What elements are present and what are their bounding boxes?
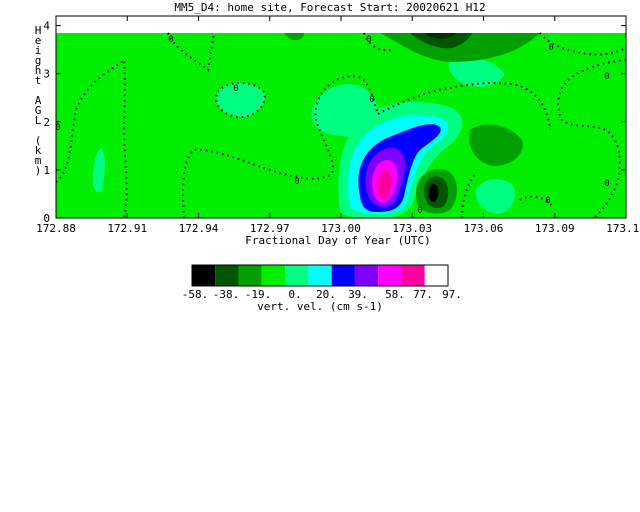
y-tick-label: 2 [43,116,50,129]
colorbar-tick-label: 58. [385,288,405,301]
zero-contours [55,32,627,219]
contour-label: 0 [233,84,238,94]
contour-label: 0 [294,177,299,187]
colorbar-swatch [378,265,402,286]
contour-label: 0 [548,43,553,53]
colorbar-swatch [354,265,379,286]
colorbar-swatch [308,265,332,286]
contour-left [55,58,128,219]
contour-right-lower [461,171,477,219]
y-tick-label: 4 [43,20,50,33]
contour-right-small [519,195,553,207]
colorbar-tick-label: 20. [316,288,336,301]
positive-velocity-regions [92,57,515,218]
contour-right [557,59,627,219]
contour-label: 0 [417,206,422,216]
shade-cyan-left [92,148,105,193]
colorbar-tick-label: 39. [348,288,368,301]
colorbar-tick-label: 77. [413,288,433,301]
colorbar-tick-label: -58. [182,288,209,301]
contour-topleft [167,32,215,72]
x-axis-label: Fractional Day of Year (UTC) [245,234,430,247]
colorbar-swatch [238,265,262,286]
colorbar-label: vert. vel. (cm s-1) [257,300,383,313]
shade-left-lobe [216,83,265,118]
shade-small-top [284,33,304,41]
y-tick-label: 1 [43,164,50,177]
colorbar-swatch [424,265,448,286]
colorbar-swatch [261,265,286,286]
colorbar-tick-label: 97. [442,288,462,301]
colorbar-frame [191,264,449,287]
x-tick-label: 173.06 [464,222,504,235]
x-tick-label: 173.03 [392,222,432,235]
plot-area: 0 0 0 0 0 0 0 0 0 0 0 [55,15,627,219]
shade-top-downdraft [380,33,540,62]
y-tick-label: 3 [43,68,50,81]
shade-right-lower [475,179,515,214]
shade-top-core-mid [410,33,472,49]
contour-label: 0 [604,72,609,82]
x-tick-label: 173.09 [535,222,575,235]
shade-low-core [428,184,439,202]
negative-velocity-regions [284,33,540,214]
chart-title: MM5_D4: home site, Forecast Start: 20020… [174,1,485,14]
contour-label: 0 [604,179,609,189]
colorbar-tick-label: -38. [213,288,240,301]
contour-labels: 0 0 0 0 0 0 0 0 0 0 0 [55,35,609,216]
contour-label: 0 [369,95,374,105]
contour-label: 0 [168,35,173,45]
contour-label: 0 [545,196,550,206]
x-tick-label: 173.00 [321,222,361,235]
x-tick-label: 173.12 [606,222,640,235]
colorbar-swatch [215,265,239,286]
x-tick-label: 172.91 [107,222,147,235]
colorbar-swatch [401,265,425,286]
shade-pink-core [378,169,392,199]
colorbar-swatch [192,265,216,286]
contour-label: 0 [366,35,371,45]
shade-top-core [424,33,456,39]
x-axis: 172.88 172.91 172.94 172.97 173.00 173.03 173.… [36,16,640,235]
x-tick-label: 172.97 [250,222,290,235]
colorbar-tick-label: -19. [245,288,272,301]
y-axis: 0 1 2 3 4 [43,20,626,225]
contour-label: 0 [55,123,60,133]
shade-right-upper [448,57,504,87]
colorbar-swatch [331,265,355,286]
x-tick-label: 172.88 [36,222,76,235]
colorbar-swatch [285,265,309,286]
contour-right-top [539,32,627,56]
x-tick-label: 172.94 [179,222,219,235]
colorbar: -58. -38. -19. 0. 20. 39. 58. 77. 97. [182,264,462,301]
shade-right-ridge [469,124,523,166]
colorbar-tick-label: 0. [288,288,301,301]
y-tick-label: 0 [43,212,50,225]
